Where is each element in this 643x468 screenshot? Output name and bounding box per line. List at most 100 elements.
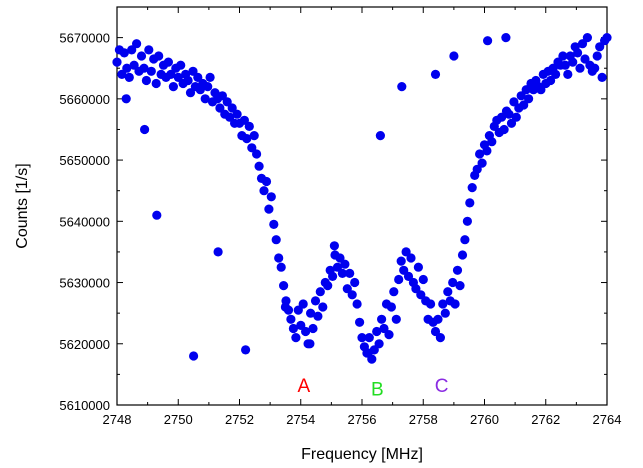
data-point [413, 262, 423, 272]
data-point [352, 299, 362, 309]
data-point [521, 85, 531, 95]
data-point [483, 36, 493, 46]
data-point [239, 115, 249, 125]
y-tick-label: 5640000 [59, 214, 110, 229]
data-point [249, 131, 259, 141]
data-point [298, 299, 308, 309]
data-point [449, 51, 459, 61]
data-point [511, 112, 521, 122]
data-point [467, 183, 477, 193]
data-points [112, 33, 612, 364]
data-point [391, 314, 401, 324]
data-point [386, 302, 396, 312]
data-point [582, 33, 593, 43]
data-point [551, 69, 561, 79]
x-tick-label: 2762 [531, 412, 560, 427]
data-point [151, 78, 161, 89]
data-point [266, 192, 276, 202]
data-point [261, 176, 272, 187]
data-point [443, 287, 453, 297]
data-point [244, 121, 254, 131]
data-point [264, 204, 274, 214]
data-point [426, 299, 436, 309]
data-point [146, 66, 156, 76]
data-point [166, 69, 176, 79]
data-point [271, 235, 281, 245]
data-point [301, 326, 311, 337]
data-point [340, 259, 350, 269]
data-point [435, 333, 445, 343]
y-axis: 5610000 5620000 5630000 5640000 5650000 56600… [59, 31, 607, 413]
data-point [203, 82, 213, 92]
data-point [232, 109, 242, 119]
data-point [411, 284, 421, 294]
data-point [328, 271, 338, 281]
data-point [252, 149, 262, 159]
data-point [568, 57, 578, 67]
data-point [119, 48, 129, 58]
data-point [183, 75, 193, 86]
annotation-label: A [297, 376, 310, 397]
data-point [364, 333, 374, 343]
data-point [448, 277, 458, 288]
x-tick-label: 2752 [225, 412, 254, 427]
data-point [347, 290, 357, 300]
data-point [345, 268, 355, 278]
data-point [389, 287, 399, 297]
data-point [438, 299, 448, 309]
data-point [205, 72, 215, 82]
x-tick-label: 2748 [103, 412, 132, 427]
data-point [394, 274, 404, 285]
data-point [462, 216, 472, 226]
data-point [189, 351, 199, 361]
data-point [323, 281, 333, 291]
data-point [475, 149, 485, 159]
data-point [276, 262, 286, 272]
data-point [329, 241, 339, 251]
y-tick-label: 5620000 [59, 337, 110, 352]
data-point [487, 137, 497, 147]
data-point [291, 333, 301, 343]
data-point [406, 253, 416, 263]
data-point [163, 57, 173, 67]
data-point [363, 348, 373, 358]
data-point [440, 308, 450, 318]
data-point [590, 63, 600, 73]
data-point [225, 112, 235, 122]
data-point [524, 94, 534, 104]
data-point [560, 60, 570, 70]
data-point [501, 33, 511, 43]
data-point [563, 69, 573, 79]
data-point [132, 39, 142, 49]
x-tick-label: 2758 [409, 412, 438, 427]
data-point [575, 63, 585, 73]
x-tick-label: 2750 [164, 412, 193, 427]
data-point [288, 323, 298, 334]
data-point [313, 311, 323, 321]
x-tick-label: 2756 [348, 412, 377, 427]
data-point [499, 124, 509, 135]
data-point [477, 158, 487, 168]
data-point [185, 88, 196, 98]
data-point [519, 100, 529, 110]
data-point [144, 45, 154, 55]
data-point [318, 302, 328, 312]
data-point [577, 39, 588, 49]
data-point [305, 339, 315, 349]
x-axis: 2748 2750 2752 2754 2756 2758 2760 2762 2764 [103, 7, 621, 427]
y-axis-title: Counts [1/s] [14, 163, 31, 248]
data-point [254, 161, 264, 171]
data-point [430, 69, 441, 79]
data-point [213, 247, 223, 257]
data-point [136, 51, 147, 61]
data-point [460, 235, 470, 245]
data-point [504, 109, 514, 119]
data-point [337, 268, 347, 278]
data-point [384, 330, 394, 340]
x-tick-label: 2760 [470, 412, 499, 427]
data-point [274, 253, 284, 263]
data-point [397, 82, 407, 92]
data-point [176, 60, 186, 70]
data-point [308, 323, 318, 334]
